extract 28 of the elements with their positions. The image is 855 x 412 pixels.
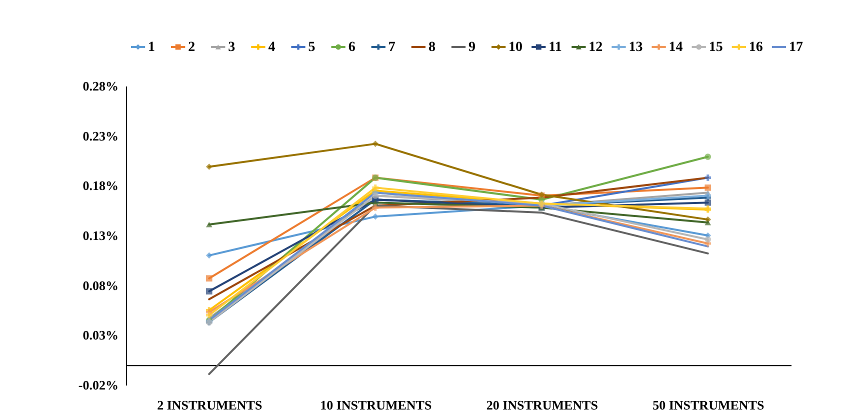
legend-label: 17	[788, 40, 803, 55]
x-tick-label: 50 INSTRUMENTS	[652, 398, 764, 412]
legend-label: 16	[748, 40, 763, 55]
legend-label: 4	[268, 40, 276, 55]
y-tick-label: -0.02%	[78, 378, 118, 392]
legend-label: 3	[228, 40, 236, 55]
legend-label: 13	[628, 40, 643, 55]
legend-label: 9	[468, 40, 476, 55]
y-tick-label: 0.23%	[82, 128, 118, 144]
x-tick-label: 2 INSTRUMENTS	[157, 398, 262, 412]
legend-label: 15	[708, 40, 723, 55]
legend-label: 6	[348, 40, 356, 55]
y-tick-label: 0.13%	[82, 228, 118, 243]
y-tick-label: 0.03%	[82, 328, 118, 343]
legend-label: 7	[388, 40, 396, 55]
legend-label: 8	[428, 40, 436, 55]
x-tick-label: 10 INSTRUMENTS	[320, 398, 432, 412]
legend-label: 5	[308, 40, 316, 55]
y-tick-label: 0.18%	[82, 178, 118, 194]
legend-label: 11	[548, 40, 562, 55]
x-tick-label: 20 INSTRUMENTS	[486, 398, 598, 412]
y-tick-label: 0.28%	[82, 78, 118, 94]
legend-label: 14	[668, 40, 683, 55]
legend-label: 2	[188, 40, 196, 55]
legend-label: 12	[588, 40, 603, 55]
legend-label: 10	[508, 40, 523, 55]
y-tick-label: 0.08%	[82, 278, 118, 293]
legend-label: 1	[148, 40, 156, 55]
